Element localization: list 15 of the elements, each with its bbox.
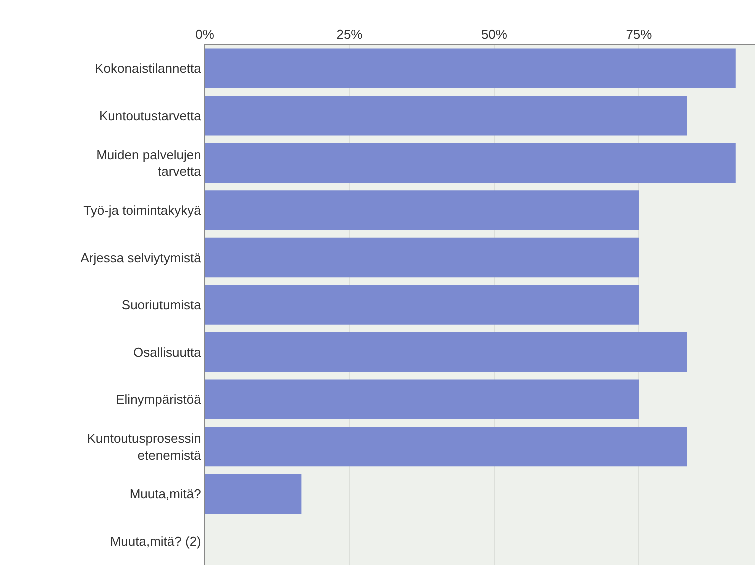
y-tick-label: Kuntoutusprosessin etenemistä: [87, 430, 202, 463]
y-tick-label: Suoriutumista: [122, 298, 202, 313]
y-tick-label: Muiden palvelujen tarvetta: [96, 147, 202, 180]
y-tick-label: Kokonaistilannetta: [95, 61, 202, 76]
y-tick-label: Muuta,mitä?: [130, 486, 202, 502]
y-tick-label: Muuta,mitä? (2): [110, 534, 202, 549]
x-tick-label: 75%: [626, 26, 653, 42]
x-tick-label: 50%: [481, 26, 508, 42]
y-tick-label: Elinympäristöä: [116, 392, 202, 408]
y-tick-label: Osallisuutta: [133, 344, 202, 360]
y-tick-label: Työ-ja toimintakykyä: [84, 203, 202, 218]
y-tick-label: Arjessa selviytymistä: [80, 250, 202, 266]
y-tick-label: Kuntoutustarvetta: [99, 108, 202, 124]
x-tick-label: 0%: [196, 26, 215, 42]
x-tick-label: 25%: [336, 26, 364, 42]
